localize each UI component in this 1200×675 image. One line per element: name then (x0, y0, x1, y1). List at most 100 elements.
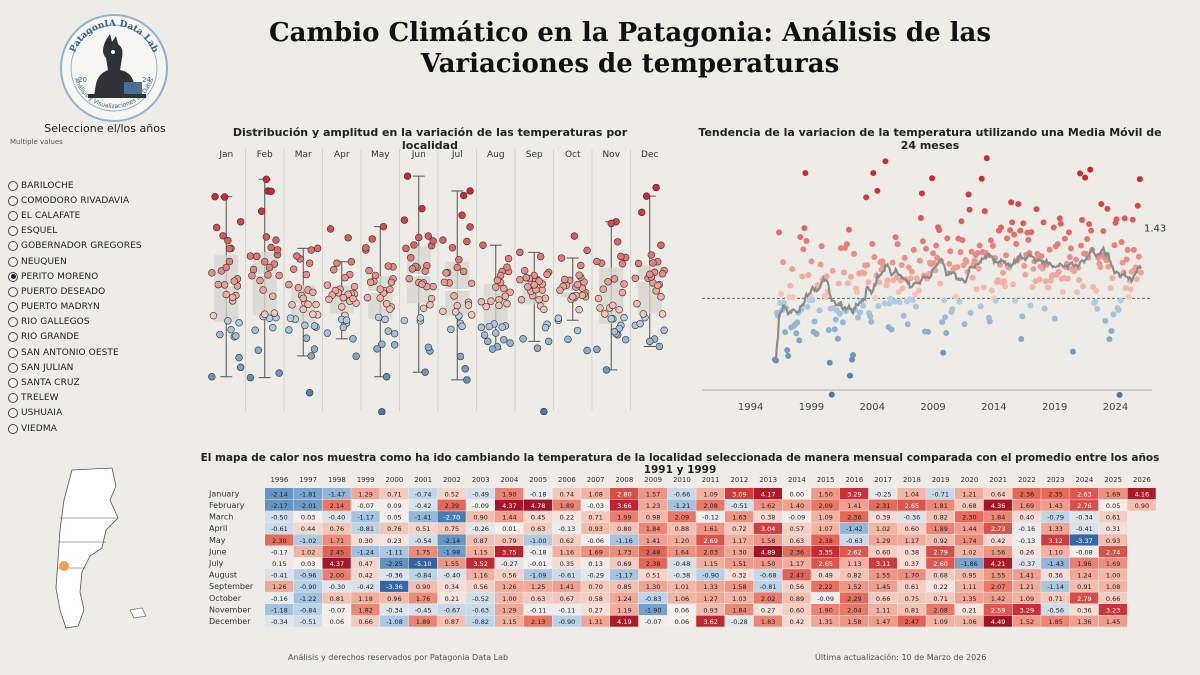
heatmap-cell[interactable] (926, 511, 955, 523)
heatmap-cell[interactable] (495, 604, 524, 616)
heatmap-cell[interactable] (466, 546, 495, 558)
trend-data-point[interactable] (1002, 283, 1009, 290)
box-data-point[interactable] (349, 335, 357, 343)
heatmap-cell[interactable] (610, 557, 639, 569)
heatmap-cell[interactable] (897, 499, 926, 511)
box-data-point[interactable] (270, 309, 279, 317)
box-data-point[interactable] (492, 283, 500, 291)
heatmap-cell[interactable] (408, 580, 437, 592)
heatmap-cell[interactable] (897, 580, 926, 592)
heatmap-cell[interactable] (351, 488, 380, 500)
heatmap-cell[interactable] (1070, 499, 1099, 511)
trend-data-point[interactable] (947, 248, 954, 255)
trend-data-point[interactable] (973, 286, 980, 293)
trend-data-point[interactable] (1007, 227, 1014, 234)
trend-data-point[interactable] (997, 224, 1004, 231)
heatmap-cell[interactable] (293, 488, 322, 500)
heatmap-cell[interactable] (1041, 569, 1070, 581)
heatmap-cell[interactable] (840, 615, 869, 627)
trend-data-point[interactable] (843, 241, 850, 248)
box-data-point[interactable] (463, 237, 471, 246)
trend-data-point[interactable] (803, 237, 810, 244)
box-data-point[interactable] (524, 283, 532, 291)
trend-data-point[interactable] (1080, 283, 1087, 290)
trend-data-point[interactable] (968, 248, 975, 255)
box-data-point[interactable] (400, 316, 409, 325)
box-data-point[interactable] (503, 299, 511, 308)
box-data-point[interactable] (232, 332, 240, 340)
box-data-point[interactable] (439, 307, 447, 316)
heatmap-cell[interactable] (667, 604, 696, 616)
heatmap-cell[interactable] (408, 615, 437, 627)
trend-data-point[interactable] (1084, 235, 1091, 242)
heatmap-cell[interactable] (1098, 580, 1127, 592)
heatmap-cell[interactable] (868, 592, 897, 604)
box-data-point[interactable] (307, 246, 315, 254)
heatmap-cell[interactable] (696, 580, 725, 592)
box-data-point[interactable] (251, 326, 259, 334)
box-data-point[interactable] (299, 305, 307, 314)
trend-data-point[interactable] (813, 330, 820, 337)
box-data-point[interactable] (302, 270, 311, 279)
box-data-point[interactable] (506, 288, 514, 296)
heatmap-cell[interactable] (667, 511, 696, 523)
trend-data-point[interactable] (1137, 269, 1144, 276)
trend-data-point[interactable] (916, 257, 923, 264)
heatmap-cell[interactable] (610, 604, 639, 616)
trend-data-point[interactable] (1108, 327, 1115, 334)
box-data-point[interactable] (410, 241, 418, 249)
box-data-point[interactable] (403, 172, 412, 180)
box-data-point[interactable] (273, 246, 282, 254)
box-data-point[interactable] (455, 256, 463, 264)
heatmap[interactable]: 1996 1997 1998 1999 2000 2001 2002 2003 2004 2005… (205, 470, 1160, 645)
heatmap-cell[interactable] (811, 615, 840, 627)
heatmap-cell[interactable] (926, 522, 955, 534)
heatmap-cell[interactable] (380, 499, 409, 511)
box-data-point[interactable] (390, 329, 399, 338)
box-data-point[interactable] (386, 305, 394, 313)
heatmap-cell[interactable] (265, 534, 294, 546)
trend-data-point[interactable] (851, 250, 858, 257)
box-data-point[interactable] (219, 232, 227, 240)
heatmap-cell[interactable] (380, 511, 409, 523)
box-data-point[interactable] (261, 310, 269, 318)
heatmap-cell[interactable] (868, 569, 897, 581)
heatmap-cell[interactable] (265, 488, 294, 500)
heatmap-cell[interactable] (466, 580, 495, 592)
radio-button[interactable] (8, 302, 18, 313)
trend-data-point[interactable] (828, 391, 835, 398)
box-data-point[interactable] (285, 280, 293, 289)
trend-data-point[interactable] (882, 158, 889, 165)
box-data-point[interactable] (459, 267, 468, 276)
heatmap-cell[interactable] (811, 592, 840, 604)
box-data-point[interactable] (453, 263, 461, 272)
heatmap-cell[interactable] (926, 488, 955, 500)
heatmap-cell[interactable] (667, 615, 696, 627)
heatmap-cell[interactable] (322, 604, 351, 616)
box-data-point[interactable] (366, 278, 375, 286)
locality-option[interactable]: PUERTO DESEADO (8, 284, 208, 299)
trend-data-point[interactable] (889, 259, 896, 266)
box-data-point[interactable] (214, 280, 222, 289)
heatmap-cell[interactable] (495, 522, 524, 534)
heatmap-cell[interactable] (868, 499, 897, 511)
heatmap-cell[interactable] (840, 592, 869, 604)
trend-data-point[interactable] (988, 287, 995, 294)
heatmap-cell[interactable] (753, 546, 782, 558)
box-data-point[interactable] (424, 232, 433, 240)
box-data-point[interactable] (216, 330, 224, 339)
heatmap-cell[interactable] (1012, 569, 1041, 581)
box-data-point[interactable] (522, 274, 530, 282)
trend-data-point[interactable] (1015, 201, 1022, 208)
heatmap-cell[interactable] (840, 511, 869, 523)
heatmap-cell[interactable] (696, 499, 725, 511)
trend-data-point[interactable] (778, 290, 785, 297)
trend-data-point[interactable] (883, 282, 890, 289)
box-data-point[interactable] (613, 238, 622, 246)
radio-button[interactable] (8, 195, 18, 206)
box-data-point[interactable] (208, 269, 216, 277)
box-data-point[interactable] (620, 313, 628, 322)
box-data-point[interactable] (453, 301, 461, 310)
heatmap-cell[interactable] (293, 592, 322, 604)
trend-data-point[interactable] (1113, 216, 1120, 223)
